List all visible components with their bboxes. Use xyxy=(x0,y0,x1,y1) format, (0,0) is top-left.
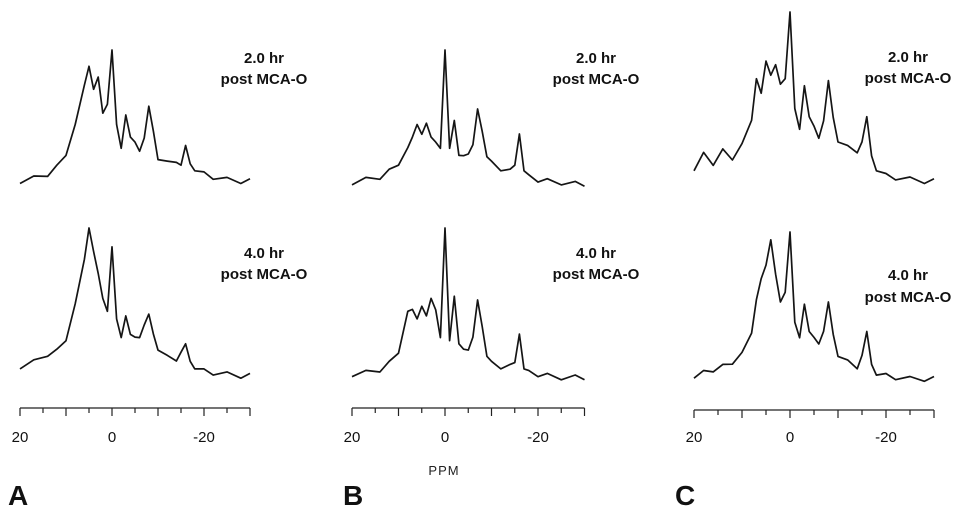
spectrum-trace xyxy=(19,49,251,185)
x-axis-title: PPM xyxy=(428,463,459,478)
series-annotation: post MCA-O xyxy=(221,71,308,88)
spectrum-trace xyxy=(351,49,585,188)
series-annotation: post MCA-O xyxy=(865,289,952,306)
series-annotation: 4.0 hr xyxy=(888,267,928,284)
panel-label: C xyxy=(675,480,695,510)
panel-a: A 2.0 hr post MCA-O 4.0 hr post MCA-O 20 0 -20 xyxy=(8,49,308,510)
spectrum-trace xyxy=(693,231,935,383)
x-tick-label: -20 xyxy=(875,429,897,446)
x-tick-label: 20 xyxy=(686,429,703,446)
series-annotation: 4.0 hr xyxy=(576,245,616,262)
panel-label: A xyxy=(8,480,28,510)
x-tick-label: -20 xyxy=(527,429,549,446)
panel-label: B xyxy=(343,480,363,510)
series-annotation: 4.0 hr xyxy=(244,245,284,262)
panel-c: C 2.0 hr post MCA-O 4.0 hr post MCA-O 20 0 -20 xyxy=(675,11,952,510)
x-tick-label: 0 xyxy=(108,429,116,446)
x-tick-label: -20 xyxy=(193,429,215,446)
series-annotation: post MCA-O xyxy=(553,266,640,283)
spectrum-trace xyxy=(351,227,585,381)
x-tick-label: 0 xyxy=(441,429,449,446)
series-annotation: 2.0 hr xyxy=(888,49,928,66)
spectrum-trace xyxy=(693,11,935,185)
series-annotation: post MCA-O xyxy=(865,70,952,87)
series-annotation: 2.0 hr xyxy=(576,50,616,67)
spectrum-trace xyxy=(19,227,251,380)
x-tick-label: 20 xyxy=(344,429,361,446)
panel-b: B 2.0 hr post MCA-O 4.0 hr post MCA-O 20 0 -20 xyxy=(343,49,640,510)
series-annotation: 2.0 hr xyxy=(244,50,284,67)
x-tick-label: 20 xyxy=(12,429,29,446)
series-annotation: post MCA-O xyxy=(553,71,640,88)
x-tick-label: 0 xyxy=(786,429,794,446)
series-annotation: post MCA-O xyxy=(221,266,308,283)
